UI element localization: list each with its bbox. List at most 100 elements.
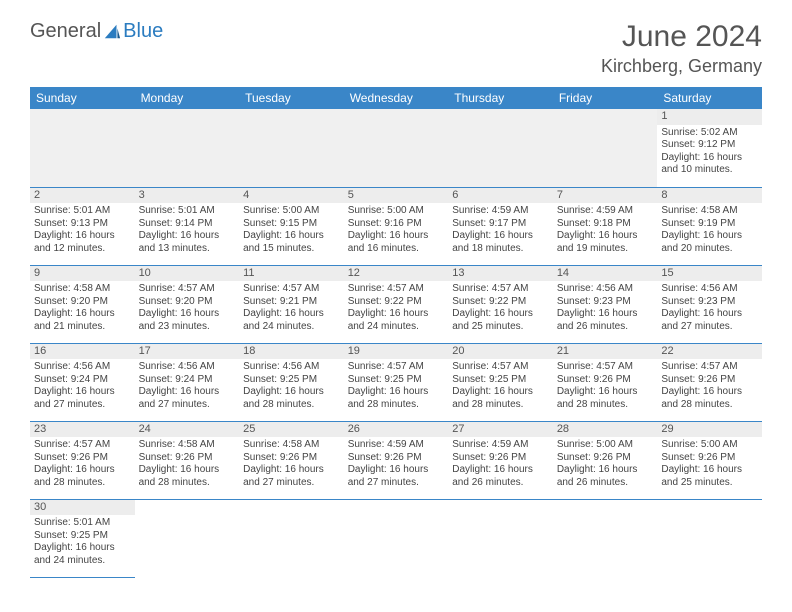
calendar-cell: 17Sunrise: 4:56 AMSunset: 9:24 PMDayligh… — [135, 343, 240, 421]
sunrise-line: Sunrise: 5:02 AM — [661, 127, 758, 140]
calendar-cell — [239, 109, 344, 187]
calendar-row: 9Sunrise: 4:58 AMSunset: 9:20 PMDaylight… — [30, 265, 762, 343]
calendar-cell: 27Sunrise: 4:59 AMSunset: 9:26 PMDayligh… — [448, 421, 553, 499]
calendar-cell: 24Sunrise: 4:58 AMSunset: 9:26 PMDayligh… — [135, 421, 240, 499]
daylight-line: Daylight: 16 hours and 18 minutes. — [452, 230, 549, 255]
day-number: 4 — [239, 188, 344, 204]
sunset-line: Sunset: 9:23 PM — [557, 296, 654, 309]
calendar-row: 16Sunrise: 4:56 AMSunset: 9:24 PMDayligh… — [30, 343, 762, 421]
calendar-cell — [135, 109, 240, 187]
sunrise-line: Sunrise: 4:59 AM — [452, 439, 549, 452]
daylight-line: Daylight: 16 hours and 25 minutes. — [452, 308, 549, 333]
day-number: 11 — [239, 266, 344, 282]
sunset-line: Sunset: 9:25 PM — [243, 374, 340, 387]
sunrise-line: Sunrise: 4:58 AM — [661, 205, 758, 218]
sunset-line: Sunset: 9:24 PM — [139, 374, 236, 387]
daylight-line: Daylight: 16 hours and 28 minutes. — [557, 386, 654, 411]
day-number: 3 — [135, 188, 240, 204]
daylight-line: Daylight: 16 hours and 27 minutes. — [348, 464, 445, 489]
weekday-header: Sunday — [30, 87, 135, 109]
calendar-cell — [344, 109, 449, 187]
sunrise-line: Sunrise: 4:57 AM — [139, 283, 236, 296]
calendar-row: 2Sunrise: 5:01 AMSunset: 9:13 PMDaylight… — [30, 187, 762, 265]
weekday-header: Wednesday — [344, 87, 449, 109]
sunrise-line: Sunrise: 4:56 AM — [139, 361, 236, 374]
sunset-line: Sunset: 9:15 PM — [243, 218, 340, 231]
calendar-row: 1Sunrise: 5:02 AMSunset: 9:12 PMDaylight… — [30, 109, 762, 187]
day-number: 18 — [239, 344, 344, 360]
calendar-cell — [239, 499, 344, 577]
weekday-header: Saturday — [657, 87, 762, 109]
sunset-line: Sunset: 9:12 PM — [661, 139, 758, 152]
calendar-table: SundayMondayTuesdayWednesdayThursdayFrid… — [30, 87, 762, 578]
sunrise-line: Sunrise: 4:57 AM — [557, 361, 654, 374]
sunset-line: Sunset: 9:17 PM — [452, 218, 549, 231]
weekday-header: Friday — [553, 87, 658, 109]
daylight-line: Daylight: 16 hours and 26 minutes. — [557, 464, 654, 489]
daylight-line: Daylight: 16 hours and 25 minutes. — [661, 464, 758, 489]
sunrise-line: Sunrise: 5:00 AM — [243, 205, 340, 218]
calendar-row: 23Sunrise: 4:57 AMSunset: 9:26 PMDayligh… — [30, 421, 762, 499]
calendar-cell — [448, 109, 553, 187]
sunrise-line: Sunrise: 4:57 AM — [348, 361, 445, 374]
sunset-line: Sunset: 9:26 PM — [243, 452, 340, 465]
day-number: 24 — [135, 422, 240, 438]
day-number: 25 — [239, 422, 344, 438]
daylight-line: Daylight: 16 hours and 23 minutes. — [139, 308, 236, 333]
daylight-line: Daylight: 16 hours and 28 minutes. — [348, 386, 445, 411]
sunset-line: Sunset: 9:16 PM — [348, 218, 445, 231]
daylight-line: Daylight: 16 hours and 16 minutes. — [348, 230, 445, 255]
sunset-line: Sunset: 9:22 PM — [348, 296, 445, 309]
sunrise-line: Sunrise: 4:57 AM — [34, 439, 131, 452]
day-number: 13 — [448, 266, 553, 282]
weekday-header: Tuesday — [239, 87, 344, 109]
day-number: 9 — [30, 266, 135, 282]
sunset-line: Sunset: 9:24 PM — [34, 374, 131, 387]
calendar-cell: 11Sunrise: 4:57 AMSunset: 9:21 PMDayligh… — [239, 265, 344, 343]
daylight-line: Daylight: 16 hours and 24 minutes. — [34, 542, 131, 567]
sunrise-line: Sunrise: 5:01 AM — [34, 205, 131, 218]
daylight-line: Daylight: 16 hours and 15 minutes. — [243, 230, 340, 255]
calendar-cell: 5Sunrise: 5:00 AMSunset: 9:16 PMDaylight… — [344, 187, 449, 265]
calendar-cell: 7Sunrise: 4:59 AMSunset: 9:18 PMDaylight… — [553, 187, 658, 265]
day-number: 28 — [553, 422, 658, 438]
sunset-line: Sunset: 9:26 PM — [34, 452, 131, 465]
weekday-header: Monday — [135, 87, 240, 109]
calendar-cell: 2Sunrise: 5:01 AMSunset: 9:13 PMDaylight… — [30, 187, 135, 265]
day-number: 2 — [30, 188, 135, 204]
calendar-cell — [344, 499, 449, 577]
calendar-cell: 19Sunrise: 4:57 AMSunset: 9:25 PMDayligh… — [344, 343, 449, 421]
calendar-cell — [30, 109, 135, 187]
sunrise-line: Sunrise: 5:00 AM — [557, 439, 654, 452]
daylight-line: Daylight: 16 hours and 28 minutes. — [452, 386, 549, 411]
calendar-cell: 1Sunrise: 5:02 AMSunset: 9:12 PMDaylight… — [657, 109, 762, 187]
calendar-cell: 25Sunrise: 4:58 AMSunset: 9:26 PMDayligh… — [239, 421, 344, 499]
sunset-line: Sunset: 9:25 PM — [34, 530, 131, 543]
sunset-line: Sunset: 9:23 PM — [661, 296, 758, 309]
calendar-cell — [553, 109, 658, 187]
sunrise-line: Sunrise: 4:56 AM — [557, 283, 654, 296]
day-number: 15 — [657, 266, 762, 282]
sunrise-line: Sunrise: 4:57 AM — [452, 283, 549, 296]
sunset-line: Sunset: 9:25 PM — [452, 374, 549, 387]
calendar-cell: 22Sunrise: 4:57 AMSunset: 9:26 PMDayligh… — [657, 343, 762, 421]
sunset-line: Sunset: 9:26 PM — [661, 374, 758, 387]
calendar-cell: 26Sunrise: 4:59 AMSunset: 9:26 PMDayligh… — [344, 421, 449, 499]
daylight-line: Daylight: 16 hours and 26 minutes. — [557, 308, 654, 333]
sunset-line: Sunset: 9:14 PM — [139, 218, 236, 231]
weekday-header: Thursday — [448, 87, 553, 109]
calendar-cell: 23Sunrise: 4:57 AMSunset: 9:26 PMDayligh… — [30, 421, 135, 499]
brand-blue: Blue — [123, 20, 163, 43]
location: Kirchberg, Germany — [601, 56, 762, 77]
calendar-head: SundayMondayTuesdayWednesdayThursdayFrid… — [30, 87, 762, 109]
day-number: 7 — [553, 188, 658, 204]
calendar-cell: 14Sunrise: 4:56 AMSunset: 9:23 PMDayligh… — [553, 265, 658, 343]
brand-logo: General Blue — [30, 20, 163, 43]
calendar-cell: 12Sunrise: 4:57 AMSunset: 9:22 PMDayligh… — [344, 265, 449, 343]
day-number: 23 — [30, 422, 135, 438]
sunrise-line: Sunrise: 4:57 AM — [348, 283, 445, 296]
calendar-cell: 21Sunrise: 4:57 AMSunset: 9:26 PMDayligh… — [553, 343, 658, 421]
sunset-line: Sunset: 9:19 PM — [661, 218, 758, 231]
sunset-line: Sunset: 9:26 PM — [452, 452, 549, 465]
daylight-line: Daylight: 16 hours and 19 minutes. — [557, 230, 654, 255]
